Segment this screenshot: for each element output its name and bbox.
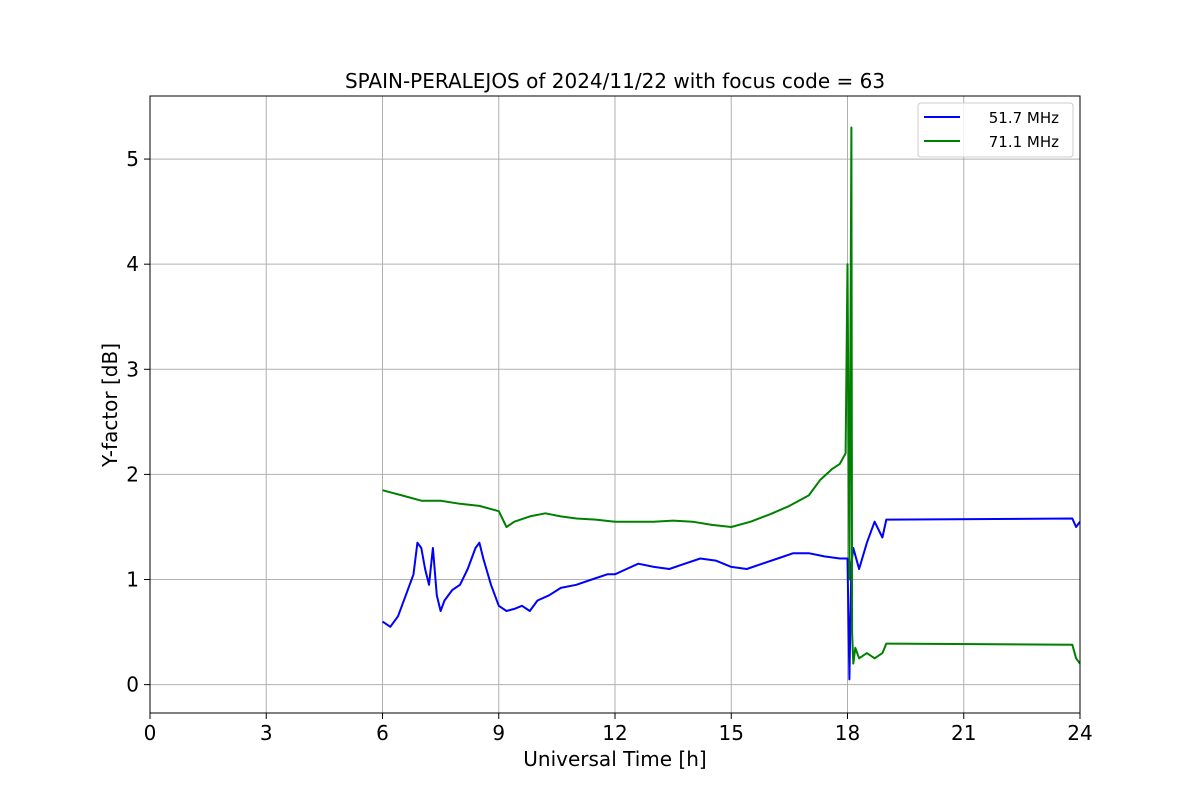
x-axis: 0 3 6 9 12 15 18 21 24 <box>144 713 1093 745</box>
y-tick-label: 5 <box>126 147 139 171</box>
x-tick-label: 15 <box>719 721 744 745</box>
x-tick-label: 21 <box>951 721 976 745</box>
y-tick-label: 0 <box>126 673 139 697</box>
x-tick-label: 24 <box>1067 721 1092 745</box>
x-tick-label: 0 <box>144 721 157 745</box>
y-tick-label: 2 <box>126 462 139 486</box>
x-tick-label: 12 <box>602 721 627 745</box>
x-axis-label: Universal Time [h] <box>523 747 706 771</box>
y-tick-label: 3 <box>126 357 139 381</box>
series-line-71-1-mhz <box>382 126 1081 665</box>
x-tick-label: 18 <box>835 721 860 745</box>
y-tick-label: 1 <box>126 568 139 592</box>
x-tick-label: 3 <box>260 721 273 745</box>
legend: 51.7 MHz 71.1 MHz <box>917 102 1074 158</box>
legend-label-51-7-mhz: 51.7 MHz <box>989 109 1059 127</box>
series-line-51-7-mhz <box>381 517 1081 681</box>
chart-title: SPAIN-PERALEJOS of 2024/11/22 with focus… <box>345 69 885 93</box>
y-axis-label: Y-factor [dB] <box>98 343 122 468</box>
x-tick-label: 6 <box>376 721 389 745</box>
series-layer <box>381 126 1081 681</box>
x-tick-label: 9 <box>492 721 505 745</box>
legend-label-71-1-mhz: 71.1 MHz <box>989 133 1059 151</box>
grid-layer <box>149 96 1081 713</box>
y-tick-label: 4 <box>126 252 139 276</box>
y-axis: 0 1 2 3 4 5 <box>126 147 150 697</box>
